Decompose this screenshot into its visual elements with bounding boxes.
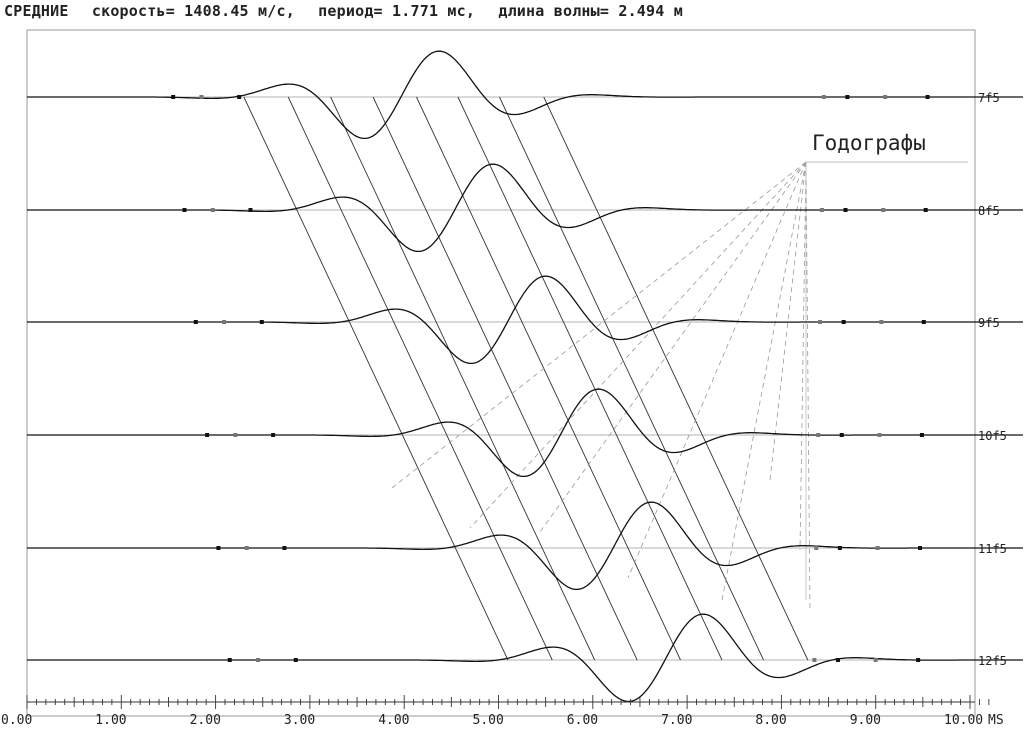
trace-marker xyxy=(819,208,824,212)
hodograph-dash xyxy=(391,161,807,489)
trace-labels: 7f5 8f5 9f5 10f5 11f5 12f5 xyxy=(978,91,1007,668)
x-tick-label: 4.00 xyxy=(378,713,409,728)
trace-marker xyxy=(237,95,242,99)
traces xyxy=(27,50,1023,703)
moveout-line xyxy=(243,96,509,661)
hodographs-annotation: Годографы xyxy=(812,131,926,155)
mode-label: СРЕДНИЕ xyxy=(4,2,69,20)
trace-label-9f5: 9f5 xyxy=(978,316,1000,330)
trace-marker xyxy=(881,208,886,212)
trace-label-10f5: 10f5 xyxy=(978,429,1007,443)
moveout-line xyxy=(416,96,681,661)
trace-marker xyxy=(271,433,276,437)
trace-marker xyxy=(282,546,287,550)
x-tick-label: 8.00 xyxy=(755,713,786,728)
x-axis-label: MS xyxy=(988,713,1004,728)
trace-marker xyxy=(199,95,204,99)
trace-marker xyxy=(244,546,249,550)
trace-marker xyxy=(293,658,298,662)
trace-marker xyxy=(877,433,882,437)
trace-marker xyxy=(879,320,884,324)
chart-header: СРЕДНИЕ скорость= 1408.45 м/с, период= 1… xyxy=(4,2,697,28)
wavelength-readout: длина волны= 2.494 м xyxy=(498,2,683,20)
trace-marker xyxy=(818,320,823,324)
trace-marker xyxy=(812,658,817,662)
trace-marker xyxy=(841,320,846,324)
trace-10f5 xyxy=(27,388,1023,478)
x-tick-label: 2.00 xyxy=(190,713,221,728)
trace-marker xyxy=(814,546,819,550)
trace-marker xyxy=(233,433,238,437)
x-tick-label: 7.00 xyxy=(661,713,692,728)
trace-marker xyxy=(210,208,215,212)
trace-marker xyxy=(918,546,923,550)
trace-label-7f5: 7f5 xyxy=(978,91,1000,105)
trace-marker xyxy=(921,320,926,324)
x-tick-label: 3.00 xyxy=(284,713,315,728)
hodograph-dash xyxy=(721,161,807,601)
trace-12f5 xyxy=(27,613,1023,703)
hodograph-dashed-lines xyxy=(391,161,811,613)
trace-label-12f5: 12f5 xyxy=(978,654,1007,668)
trace-marker xyxy=(839,433,844,437)
moveout-line xyxy=(372,96,638,661)
x-tick-label: 0.00 xyxy=(1,713,32,728)
moveout-line xyxy=(499,96,764,661)
trace-marker xyxy=(222,320,227,324)
trace-marker xyxy=(916,658,921,662)
period-readout: период= 1.771 мс, xyxy=(318,2,476,20)
moveout-line xyxy=(330,96,596,661)
hodograph-dash xyxy=(539,161,807,533)
trace-8f5 xyxy=(27,163,1023,253)
hodograph-dash xyxy=(805,161,811,613)
moveout-line xyxy=(543,96,809,661)
trace-marker xyxy=(821,95,826,99)
trace-7f5 xyxy=(27,50,1023,140)
hodograph-dash xyxy=(627,161,807,579)
trace-marker xyxy=(171,95,176,99)
trace-marker xyxy=(256,658,261,662)
trace-marker xyxy=(182,208,187,212)
trace-11f5 xyxy=(27,501,1023,591)
trace-marker xyxy=(816,433,821,437)
trace-marker xyxy=(883,95,888,99)
trace-9f5 xyxy=(27,275,1023,365)
x-axis: 0.00 1.00 2.00 3.00 4.00 5.00 6.00 7.00 8.00 9.00… xyxy=(1,695,1004,728)
moveout-line xyxy=(457,96,723,661)
trace-label-8f5: 8f5 xyxy=(978,204,1000,218)
trace-marker xyxy=(216,546,221,550)
trace-marker xyxy=(919,433,924,437)
moveout-lines xyxy=(243,96,809,661)
trace-marker xyxy=(923,208,928,212)
hodograph-dash xyxy=(469,161,807,529)
trace-marker xyxy=(835,658,840,662)
trace-markers xyxy=(171,95,930,662)
trace-marker xyxy=(193,320,198,324)
plot-frame xyxy=(26,29,976,717)
trace-marker xyxy=(259,320,264,324)
speed-readout: скорость= 1408.45 м/с, xyxy=(91,2,295,20)
trace-marker xyxy=(205,433,210,437)
trace-marker xyxy=(845,95,850,99)
hodograph-dash xyxy=(799,161,807,551)
x-tick-label: 5.00 xyxy=(473,713,504,728)
trace-label-11f5: 11f5 xyxy=(978,542,1007,556)
trace-marker xyxy=(837,546,842,550)
trace-marker xyxy=(873,658,878,662)
x-tick-label: 1.00 xyxy=(95,713,126,728)
trace-marker xyxy=(248,208,253,212)
x-tick-label: 10.00 xyxy=(944,713,983,728)
trace-marker xyxy=(843,208,848,212)
trace-marker xyxy=(227,658,232,662)
x-tick-label: 6.00 xyxy=(567,713,598,728)
x-tick-label: 9.00 xyxy=(850,713,881,728)
grid-layer xyxy=(27,96,975,661)
trace-marker xyxy=(925,95,930,99)
trace-marker xyxy=(875,546,880,550)
moveout-line xyxy=(287,96,553,661)
